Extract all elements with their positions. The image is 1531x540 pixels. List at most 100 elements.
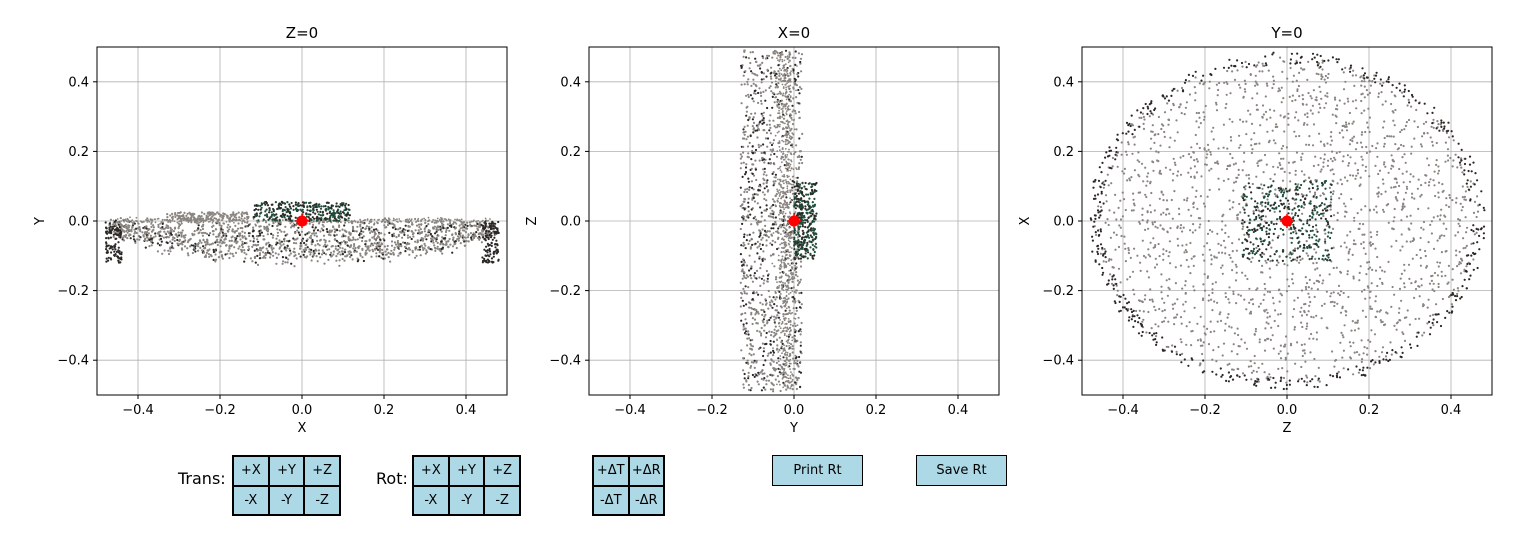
- data-point: [781, 161, 783, 164]
- data-point: [467, 234, 470, 237]
- data-point: [341, 257, 344, 261]
- data-point: [490, 260, 494, 263]
- data-point: [784, 251, 786, 254]
- data-point: [779, 56, 782, 59]
- data-point: [791, 278, 794, 281]
- data-point: [227, 217, 230, 220]
- data-point: [333, 213, 336, 216]
- data-point: [284, 225, 287, 228]
- data-point: [378, 251, 381, 254]
- data-point: [789, 84, 792, 87]
- data-point: [776, 286, 779, 288]
- data-point: [132, 238, 136, 241]
- data-point: [379, 244, 382, 247]
- data-point: [798, 243, 801, 246]
- data-point: [1393, 124, 1396, 127]
- chart-panel-1: −0.4−0.4−0.2−0.20.00.00.20.20.40.4Z=0XY: [33, 24, 508, 436]
- data-point: [315, 208, 318, 211]
- data-point: [784, 305, 786, 308]
- data-point: [1456, 265, 1459, 268]
- data-point: [782, 92, 785, 95]
- data-point: [432, 218, 435, 221]
- data-point: [746, 234, 749, 237]
- data-point: [180, 233, 183, 236]
- data-point: [762, 386, 765, 389]
- data-point: [192, 216, 195, 219]
- data-point: [789, 368, 791, 370]
- data-point: [780, 261, 783, 264]
- data-point: [238, 218, 241, 221]
- data-point: [797, 185, 800, 188]
- data-point: [364, 240, 367, 243]
- data-point: [220, 229, 223, 232]
- data-point: [762, 143, 765, 146]
- data-point: [451, 245, 455, 248]
- data-point: [780, 293, 782, 295]
- data-point: [452, 236, 455, 239]
- data-point: [789, 272, 792, 275]
- data-point: [366, 218, 369, 221]
- data-point: [336, 249, 339, 252]
- data-point: [364, 227, 368, 230]
- data-point: [763, 193, 766, 196]
- data-point: [741, 206, 744, 210]
- data-point: [121, 236, 124, 239]
- data-point: [753, 318, 757, 321]
- data-point: [156, 218, 159, 220]
- data-point: [464, 244, 467, 247]
- data-point: [393, 225, 396, 229]
- data-point: [408, 248, 412, 251]
- data-point: [739, 157, 742, 160]
- data-point: [758, 257, 761, 260]
- data-point: [417, 229, 420, 232]
- data-point: [760, 332, 763, 335]
- data-point: [266, 225, 269, 228]
- data-point: [784, 323, 787, 325]
- data-point: [158, 234, 162, 237]
- data-point: [281, 219, 284, 221]
- data-point: [751, 186, 754, 190]
- data-point: [166, 230, 169, 233]
- data-point: [791, 132, 794, 135]
- data-point: [743, 133, 746, 136]
- data-point: [1318, 85, 1321, 88]
- data-point: [150, 223, 153, 225]
- data-point: [803, 185, 806, 188]
- data-point: [319, 214, 322, 217]
- data-point: [773, 303, 776, 306]
- data-point: [489, 218, 491, 220]
- data-point: [233, 236, 236, 239]
- data-point: [787, 231, 790, 234]
- data-point: [304, 233, 307, 236]
- data-point: [790, 247, 793, 250]
- data-point: [791, 336, 794, 339]
- data-point: [149, 234, 152, 237]
- data-point: [373, 242, 376, 245]
- data-point: [247, 245, 250, 248]
- data-point: [782, 238, 785, 241]
- data-point: [784, 245, 787, 248]
- data-point: [782, 348, 784, 350]
- data-point: [775, 333, 778, 335]
- data-point: [777, 82, 780, 85]
- data-point: [747, 242, 750, 245]
- data-point: [768, 86, 771, 89]
- data-point: [481, 256, 484, 259]
- data-point: [780, 275, 783, 278]
- data-point: [789, 212, 792, 215]
- data-point: [177, 211, 180, 215]
- data-point: [383, 221, 387, 224]
- data-point: [268, 244, 271, 247]
- data-point: [793, 367, 796, 371]
- data-point: [377, 219, 379, 221]
- data-point: [317, 213, 320, 216]
- data-point: [795, 387, 799, 391]
- data-point: [780, 345, 783, 348]
- data-point: [232, 211, 235, 214]
- data-point: [784, 284, 787, 287]
- data-point: [790, 70, 792, 72]
- data-point: [797, 377, 800, 380]
- data-point: [747, 156, 751, 159]
- data-point: [778, 60, 781, 63]
- data-point: [790, 251, 792, 253]
